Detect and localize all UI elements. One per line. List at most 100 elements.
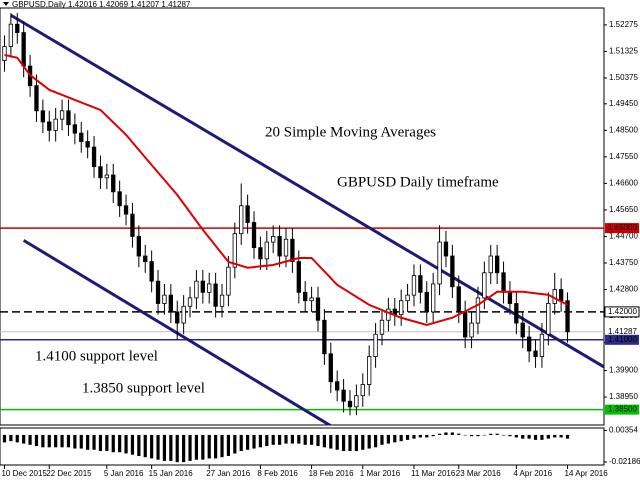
candle-body bbox=[533, 350, 538, 357]
candle-body bbox=[162, 294, 167, 304]
candle-body bbox=[213, 283, 218, 307]
candle-body bbox=[91, 146, 97, 168]
histogram-bar bbox=[258, 434, 263, 448]
candle-body bbox=[117, 191, 122, 207]
candle-body bbox=[85, 141, 90, 148]
histogram-bar bbox=[54, 434, 58, 448]
histogram-bar bbox=[34, 434, 39, 447]
annotation: 20 Simple Moving Averages bbox=[265, 124, 436, 140]
histogram-bar bbox=[559, 434, 563, 438]
candle-body bbox=[111, 174, 116, 193]
histogram-bar bbox=[284, 434, 288, 444]
candle-body bbox=[98, 166, 103, 179]
candle-body bbox=[187, 297, 193, 307]
histogram-bar bbox=[47, 434, 51, 448]
candle-body bbox=[565, 300, 570, 333]
x-tick-label: 23 Mar 2016 bbox=[456, 469, 501, 478]
level-tag bbox=[605, 404, 639, 415]
candle-body bbox=[72, 124, 78, 134]
candle-body bbox=[143, 255, 148, 263]
candle-body bbox=[245, 205, 250, 223]
histogram-bar bbox=[418, 434, 422, 438]
level-label: 1.45000 bbox=[608, 223, 637, 232]
sma-line bbox=[4, 53, 568, 327]
histogram-bar bbox=[469, 434, 474, 437]
annotation: 1.3850 support level bbox=[82, 380, 205, 396]
candle-body bbox=[379, 319, 385, 335]
level-tag bbox=[604, 306, 640, 318]
histogram-bar bbox=[290, 434, 295, 444]
y-tick-label: 1.39900 bbox=[609, 366, 638, 375]
candle-body bbox=[226, 266, 231, 296]
candle-body bbox=[328, 353, 333, 383]
x-tick-label: 1 Mar 2016 bbox=[360, 469, 401, 478]
histogram-bar bbox=[169, 434, 173, 461]
candle-body bbox=[431, 283, 436, 313]
histogram-bar bbox=[278, 434, 282, 445]
candle-body bbox=[443, 241, 449, 257]
candle-body bbox=[130, 213, 135, 237]
candle-body bbox=[411, 275, 417, 296]
histogram-bar bbox=[194, 434, 199, 460]
y-tick-label: 1.42800 bbox=[609, 285, 638, 294]
histogram-bar bbox=[79, 434, 83, 449]
level-label: 1.41000 bbox=[608, 335, 637, 344]
candle-body bbox=[2, 46, 7, 61]
candle-body bbox=[21, 32, 26, 67]
x-tick-label: 4 Apr 2016 bbox=[513, 469, 552, 478]
candle-body bbox=[558, 289, 564, 302]
histogram-bar bbox=[495, 433, 499, 435]
histogram-bar bbox=[437, 433, 442, 435]
x-tick-label: 18 Feb 2016 bbox=[309, 469, 354, 478]
histogram-bar bbox=[476, 434, 480, 437]
candle-body bbox=[34, 85, 39, 112]
candle-body bbox=[207, 283, 212, 293]
candle-body bbox=[155, 280, 161, 304]
candle-body bbox=[258, 247, 263, 260]
histogram-bar bbox=[73, 434, 77, 449]
candle-body bbox=[520, 322, 525, 338]
histogram-bar bbox=[214, 434, 218, 459]
histogram-bar bbox=[111, 434, 115, 453]
histogram-bar bbox=[252, 434, 256, 449]
histogram-bar bbox=[348, 434, 352, 452]
histogram-bar bbox=[22, 434, 26, 444]
histogram-bar bbox=[514, 434, 518, 438]
chart-title: GBPUSD,Daily 1.42016 1.42069 1.41207 1.4… bbox=[12, 0, 191, 9]
x-tick-label: 22 Dec 2015 bbox=[46, 469, 92, 478]
y-tick-label: 1.44700 bbox=[609, 232, 638, 241]
candle-body bbox=[232, 233, 237, 268]
menu-arrow[interactable] bbox=[3, 2, 9, 6]
candle-body bbox=[437, 241, 442, 285]
histogram-bar bbox=[118, 434, 122, 453]
x-tick-label: 10 Dec 2015 bbox=[1, 469, 47, 478]
histogram-bar bbox=[412, 434, 416, 439]
histogram-bar bbox=[246, 434, 250, 450]
histogram-bar bbox=[2, 434, 7, 443]
candle-body bbox=[47, 121, 52, 131]
x-tick-label: 5 Jan 2016 bbox=[104, 469, 144, 478]
histogram-bar bbox=[156, 434, 160, 460]
y-tick-label: 1.46600 bbox=[609, 179, 638, 188]
histogram-bar bbox=[265, 434, 269, 447]
histogram-bar bbox=[162, 434, 167, 461]
histogram-bar bbox=[521, 434, 525, 439]
level-tag bbox=[605, 334, 639, 345]
trendline bbox=[10, 13, 604, 369]
histogram-bar bbox=[393, 434, 397, 443]
candle-body bbox=[488, 255, 493, 274]
plot bbox=[0, 13, 604, 425]
candle-body bbox=[456, 286, 461, 313]
indicator-tick-label: -0.02186 bbox=[609, 457, 640, 466]
histogram-bar bbox=[271, 434, 275, 445]
candle-body bbox=[59, 110, 65, 120]
histogram-bar bbox=[329, 434, 333, 449]
y-tick-label: 1.38950 bbox=[609, 392, 638, 401]
y-tick-label: 1.43750 bbox=[609, 258, 638, 267]
histogram-bar bbox=[405, 434, 410, 440]
candle-body bbox=[424, 291, 429, 313]
x-tick-label: 15 Jan 2016 bbox=[149, 469, 194, 478]
level-tag bbox=[605, 223, 639, 234]
annotation: 1.4100 support level bbox=[35, 348, 158, 364]
